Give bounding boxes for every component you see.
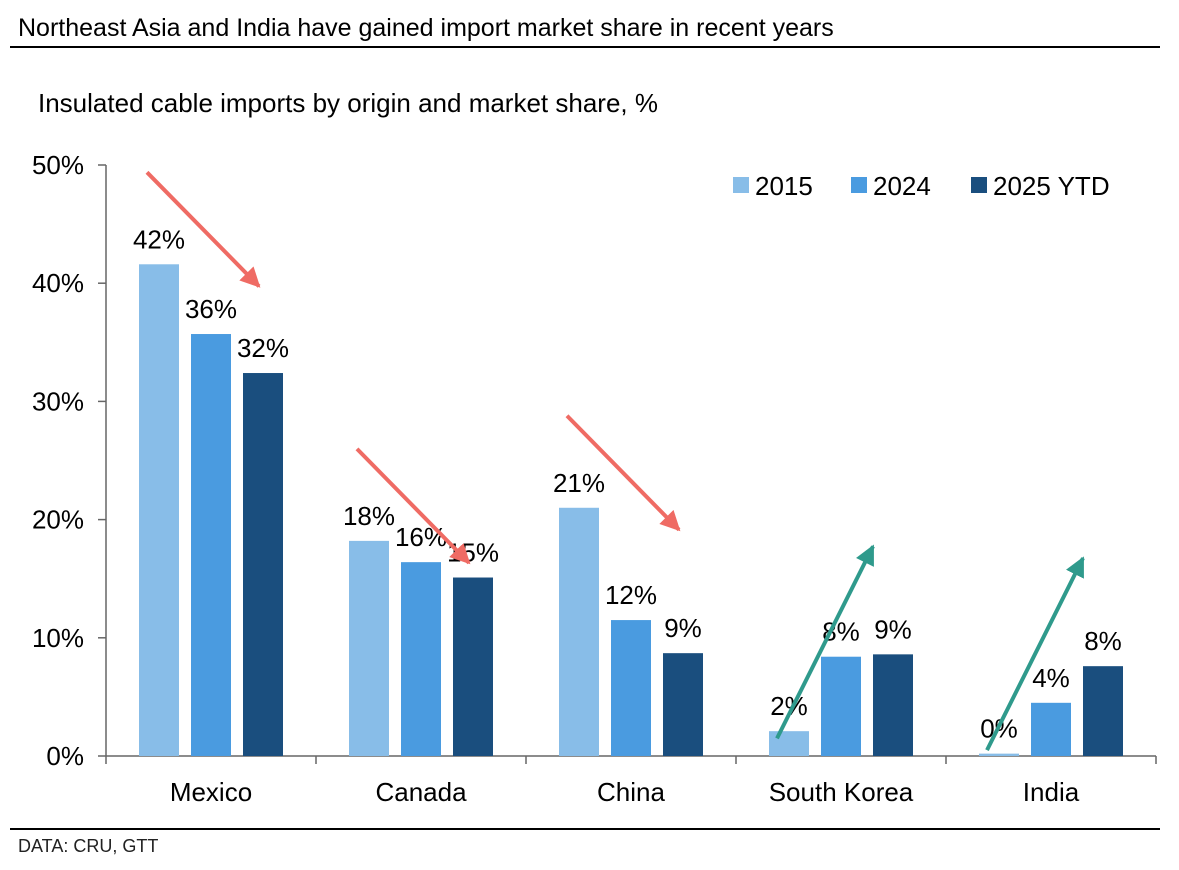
- legend-swatch: [971, 177, 987, 193]
- trend-arrow-down: [145, 170, 261, 288]
- data-label: 9%: [664, 613, 702, 643]
- x-category-label: Canada: [375, 777, 467, 807]
- trend-arrow-down: [565, 414, 681, 532]
- data-label: 4%: [1032, 663, 1070, 693]
- chart-subtitle: Insulated cable imports by origin and ma…: [38, 88, 658, 118]
- bar-2024-south-korea: [821, 656, 861, 756]
- top-rule: [10, 46, 1160, 48]
- bar-2015-china: [559, 507, 599, 756]
- data-label: 36%: [185, 294, 237, 324]
- axes: 0% 10% 20% 30% 40% 50% Mexico Canada China South …: [32, 150, 1157, 807]
- trend-arrow-up: [985, 556, 1085, 752]
- data-label: 42%: [133, 224, 185, 254]
- trend-arrows: [145, 170, 1085, 752]
- data-source: DATA: CRU, GTT: [18, 836, 159, 856]
- data-label: 8%: [1084, 626, 1122, 656]
- data-label: 18%: [343, 501, 395, 531]
- data-label: 15%: [447, 538, 499, 568]
- trend-arrow-up: [775, 544, 875, 740]
- data-label: 9%: [874, 614, 912, 644]
- bottom-rule: [10, 828, 1160, 830]
- x-category-label: China: [597, 777, 665, 807]
- data-label: 8%: [822, 617, 860, 647]
- bar-2015-canada: [349, 540, 389, 756]
- bar-2024-canada: [401, 562, 441, 756]
- bar-2015-mexico: [139, 264, 179, 756]
- data-label: 12%: [605, 580, 657, 610]
- bar-2025-ytd-south-korea: [873, 654, 913, 756]
- legend-label: 2025 YTD: [993, 171, 1110, 201]
- bar-2025-ytd-canada: [453, 577, 493, 756]
- y-tick-label: 40%: [32, 268, 84, 298]
- legend-label: 2024: [873, 171, 931, 201]
- x-category-label: South Korea: [769, 777, 914, 807]
- bar-2025-ytd-china: [663, 653, 703, 756]
- bar-2024-india: [1031, 702, 1071, 756]
- bar-2015-india: [979, 753, 1019, 756]
- y-tick-label: 0%: [46, 741, 84, 771]
- legend: 2015 2024 2025 YTD: [733, 171, 1110, 201]
- y-tick-label: 30%: [32, 386, 84, 416]
- x-category-label: India: [1023, 777, 1080, 807]
- y-tick-label: 20%: [32, 505, 84, 535]
- legend-label: 2015: [755, 171, 813, 201]
- bars: [139, 264, 1123, 756]
- data-label: 21%: [553, 468, 605, 498]
- data-label: 32%: [237, 333, 289, 363]
- headline: Northeast Asia and India have gained imp…: [18, 14, 834, 42]
- data-label: 16%: [395, 522, 447, 552]
- x-category-label: Mexico: [170, 777, 252, 807]
- bar-2025-ytd-india: [1083, 666, 1123, 756]
- bar-2024-mexico: [191, 334, 231, 756]
- data-labels: 42%36%32%18%16%15%21%12%9%2%8%9%0%4%8%: [133, 224, 1122, 743]
- y-tick-label: 50%: [32, 150, 84, 180]
- trend-arrow-down: [355, 447, 471, 565]
- y-tick-label: 10%: [32, 623, 84, 653]
- bar-2025-ytd-mexico: [243, 373, 283, 756]
- legend-swatch: [851, 177, 867, 193]
- legend-swatch: [733, 177, 749, 193]
- bar-2015-south-korea: [769, 731, 809, 756]
- bar-2024-china: [611, 620, 651, 756]
